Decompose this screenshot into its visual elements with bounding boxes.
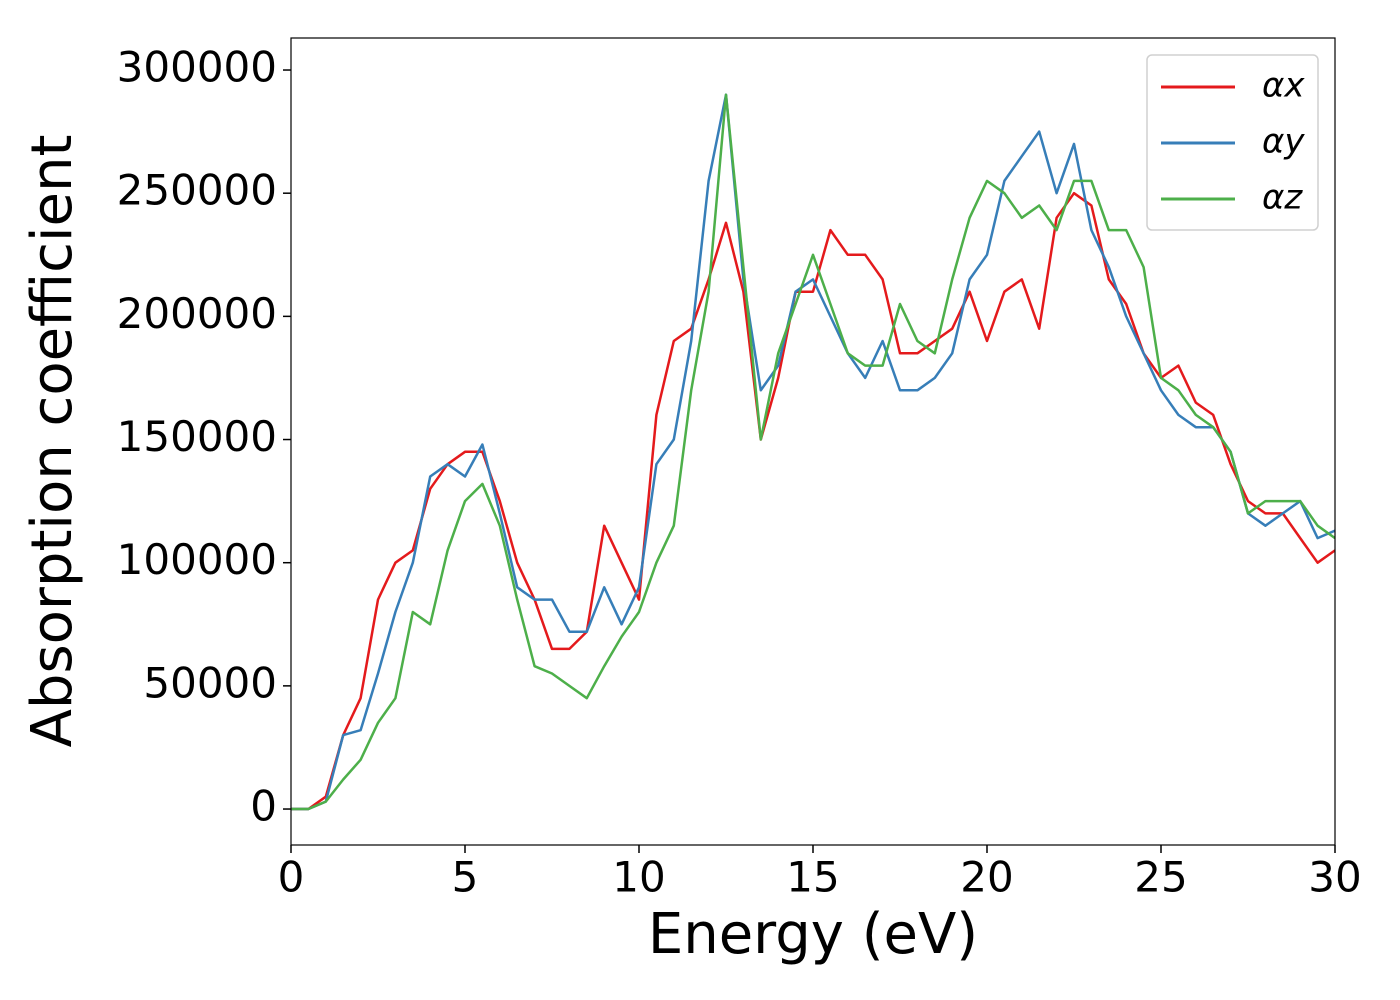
x-tick-label: 20 xyxy=(960,853,1013,902)
y-tick-label: 250000 xyxy=(117,166,277,215)
y-tick-label: 50000 xyxy=(143,658,277,707)
y-axis-label: Absorption coefficient xyxy=(20,135,85,748)
legend-label: αx xyxy=(1262,66,1305,106)
plot-frame xyxy=(290,37,1336,846)
legend-label: αy xyxy=(1262,122,1305,162)
x-axis-label: Energy (eV) xyxy=(648,902,978,967)
x-tick-label: 15 xyxy=(786,853,839,902)
x-tick-label: 10 xyxy=(612,853,665,902)
x-tick-label: 0 xyxy=(278,853,305,902)
y-tick-label: 150000 xyxy=(117,412,277,461)
legend-label: αz xyxy=(1262,178,1303,218)
x-tick-label: 25 xyxy=(1134,853,1187,902)
x-tick-label: 5 xyxy=(452,853,479,902)
x-tick-label: 30 xyxy=(1308,853,1361,902)
y-tick-label: 100000 xyxy=(117,535,277,584)
line-series xyxy=(291,93,1335,811)
line-series xyxy=(291,191,1335,811)
y-tick-label: 300000 xyxy=(117,43,277,92)
y-tick-label: 200000 xyxy=(117,289,277,338)
y-tick-label: 0 xyxy=(250,782,277,831)
line-series xyxy=(291,93,1335,811)
